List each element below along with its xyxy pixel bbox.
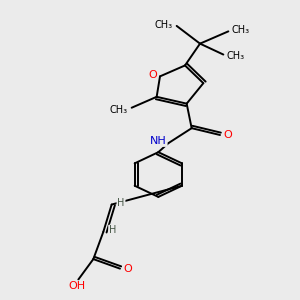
Text: CH₃: CH₃ [232, 25, 250, 35]
Text: NH: NH [150, 136, 167, 146]
Text: H: H [117, 198, 125, 208]
Text: O: O [223, 130, 232, 140]
Text: O: O [123, 264, 132, 274]
Text: H: H [109, 226, 116, 236]
Text: CH₃: CH₃ [155, 20, 173, 29]
Text: CH₃: CH₃ [227, 51, 245, 61]
Text: OH: OH [68, 281, 85, 291]
Text: CH₃: CH₃ [110, 105, 128, 115]
Text: O: O [148, 70, 157, 80]
